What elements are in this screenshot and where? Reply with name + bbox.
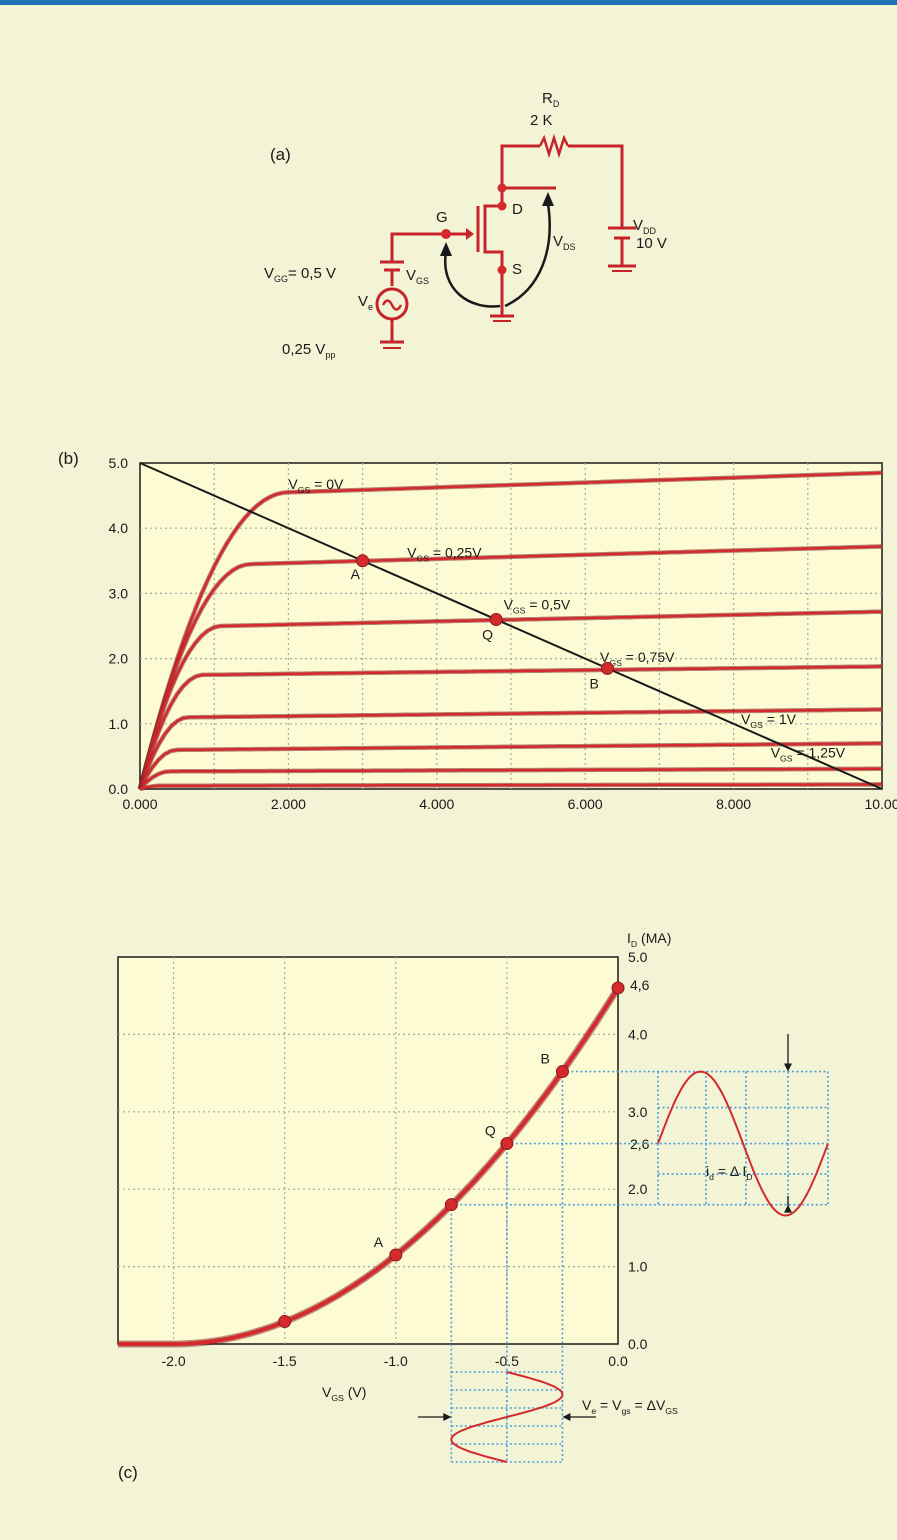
characteristic-curve — [138, 742, 882, 790]
id-sine-wave — [657, 1070, 829, 1217]
id-arrowhead-top — [784, 1063, 792, 1072]
id-arrowhead-bottom — [784, 1204, 792, 1213]
y-tick-label-c: 1.0 — [628, 1259, 648, 1275]
y-tick-label-c: 2.0 — [628, 1181, 648, 1197]
source-terminal — [497, 265, 507, 275]
ve-label: Ve — [358, 293, 373, 312]
series-label: VGS = 0,25V — [407, 545, 482, 564]
transfer-characteristic-chart: -2.0 -1.5 -1.0 -0.5 0.00.01.02.03.04.05.02,6… — [117, 930, 829, 1463]
node-g-label: G — [436, 209, 448, 226]
y-tick-label-b: 2.0 — [109, 651, 129, 667]
drain-characteristics-chart: 0.000 2.000 4.000 6.000 8.000 10.00 0.0 1.0 2.0 3… — [109, 455, 897, 812]
drain-terminal — [497, 183, 507, 193]
series-label: VGS = 0,75V — [600, 649, 675, 668]
x-tick-label-b: 4.000 — [419, 796, 454, 812]
vgg-label: VGG= 0,5 V — [264, 265, 336, 284]
top-rule — [0, 0, 897, 5]
x-tick-label-b: 6.000 — [568, 796, 603, 812]
node-d-label: D — [512, 201, 523, 218]
y-mark-label-c: 2,6 — [630, 1136, 650, 1152]
vgs-sine-wave — [450, 1371, 564, 1463]
vdd-value: 10 V — [636, 235, 667, 252]
characteristic-curve — [138, 708, 882, 790]
series-label: VGS = 0,5V — [504, 597, 571, 616]
x-tick-label-c: -1.5 — [273, 1353, 297, 1369]
transfer-point — [500, 1137, 514, 1151]
x-tick-label-c: -1.0 — [384, 1353, 408, 1369]
x-tick-label-b: 8.000 — [716, 796, 751, 812]
vdd-label: VDD — [633, 217, 657, 236]
x-tick-label-b: 0.000 — [122, 796, 157, 812]
panel-c-label: (c) — [118, 1463, 138, 1482]
transfer-point — [444, 1198, 458, 1212]
characteristic-curve — [139, 767, 882, 790]
x-axis-label: VGS (V) — [322, 1384, 366, 1403]
rd-value: 2 K — [530, 112, 553, 129]
series-label: VGS = 0V — [288, 476, 344, 495]
y-mark-label-c: 4,6 — [630, 977, 650, 993]
transfer-point-label: A — [374, 1234, 384, 1250]
transfer-point-label: B — [540, 1051, 549, 1067]
x-tick-label-c: 0.0 — [608, 1353, 628, 1369]
vgs-circuit-label: VGS — [406, 267, 429, 286]
series-label: VGS = 1V — [741, 711, 797, 730]
series-label: VGS = 1,25V — [771, 745, 846, 764]
transfer-point — [389, 1248, 403, 1262]
y-tick-label-b: 5.0 — [109, 455, 129, 471]
transfer-point — [611, 981, 625, 995]
characteristic-curve — [138, 545, 883, 790]
y-tick-label-b: 0.0 — [109, 781, 129, 797]
vgs-arrowhead-right — [562, 1413, 571, 1421]
transfer-point — [555, 1065, 569, 1079]
resistor-to-vdd-wire — [568, 144, 624, 228]
vds-label: VDS — [553, 233, 576, 252]
id-annotation: id = Δ ID — [706, 1163, 753, 1182]
operating-point-label: B — [589, 675, 598, 691]
vds-arrow — [504, 203, 551, 308]
rd-label: RD — [542, 90, 560, 109]
y-tick-label-b: 4.0 — [109, 520, 129, 536]
characteristic-curve — [138, 665, 883, 790]
circuit-diagram — [375, 133, 636, 349]
y-axis-label: ID (MA) — [627, 930, 671, 949]
vgs-annotation: Ve = Vgs = ΔVGS — [582, 1397, 678, 1416]
operating-point — [600, 661, 614, 675]
x-tick-label-b: 10.00 — [864, 796, 897, 812]
panel-b-label: (b) — [58, 449, 79, 468]
characteristic-curve — [139, 783, 882, 791]
vgs-arrowhead-left — [443, 1413, 452, 1421]
operating-point — [489, 612, 503, 626]
y-tick-label-b: 3.0 — [109, 585, 129, 601]
node-s-label: S — [512, 261, 522, 278]
panel-a-label: (a) — [270, 145, 291, 164]
x-tick-label-c: -2.0 — [161, 1353, 185, 1369]
operating-point-label: Q — [482, 626, 493, 642]
plot-c-area — [117, 956, 619, 1345]
transfer-point — [278, 1315, 292, 1329]
y-tick-label-b: 1.0 — [109, 716, 129, 732]
resistor-icon — [538, 133, 570, 159]
y-tick-label-c: 3.0 — [628, 1104, 648, 1120]
y-tick-label-c: 0.0 — [628, 1336, 648, 1352]
operating-point-label: A — [351, 566, 361, 582]
y-tick-label-c: 4.0 — [628, 1026, 648, 1042]
characteristic-curve — [138, 471, 883, 790]
transfer-point-label: Q — [485, 1123, 496, 1139]
circuit-terminals — [441, 183, 507, 275]
vgs-arrow — [443, 251, 501, 308]
gate-terminal — [441, 229, 451, 239]
characteristic-curve — [138, 610, 883, 790]
voltage-arrows — [443, 203, 551, 308]
drain-to-resistor-wire — [500, 144, 540, 185]
load-line — [139, 462, 883, 790]
y-tick-label-c: 5.0 — [628, 949, 648, 965]
operating-point — [356, 554, 370, 568]
transfer-curve — [118, 986, 620, 1346]
x-tick-label-b: 2.000 — [271, 796, 306, 812]
vpp-label: 0,25 Vpp — [282, 341, 335, 360]
